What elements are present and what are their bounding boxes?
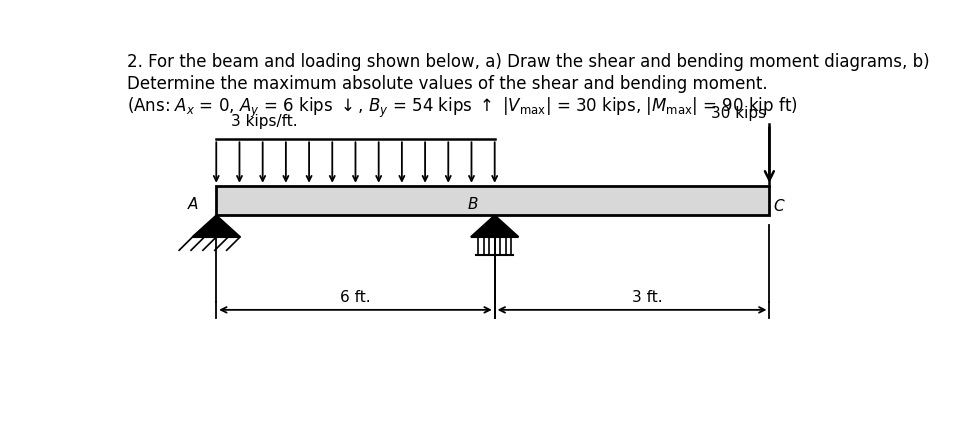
- Text: 3 kips/ft.: 3 kips/ft.: [231, 114, 298, 129]
- Text: B: B: [468, 197, 478, 212]
- Text: A: A: [188, 197, 197, 212]
- Text: (Ans: $A_x$ = 0, $A_y$ = 6 kips $\downarrow$, $B_y$ = 54 kips $\uparrow$ |$V_{\m: (Ans: $A_x$ = 0, $A_y$ = 6 kips $\downar…: [127, 96, 798, 120]
- Text: 30 kips: 30 kips: [711, 106, 765, 121]
- Polygon shape: [471, 215, 518, 237]
- Text: 2. For the beam and loading shown below, a) Draw the shear and bending moment di: 2. For the beam and loading shown below,…: [127, 53, 930, 71]
- Polygon shape: [193, 215, 240, 237]
- Text: 6 ft.: 6 ft.: [340, 290, 371, 305]
- Bar: [217, 186, 769, 215]
- Text: 3 ft.: 3 ft.: [631, 290, 662, 305]
- Text: C: C: [774, 199, 785, 214]
- Text: Determine the maximum absolute values of the shear and bending moment.: Determine the maximum absolute values of…: [127, 75, 767, 93]
